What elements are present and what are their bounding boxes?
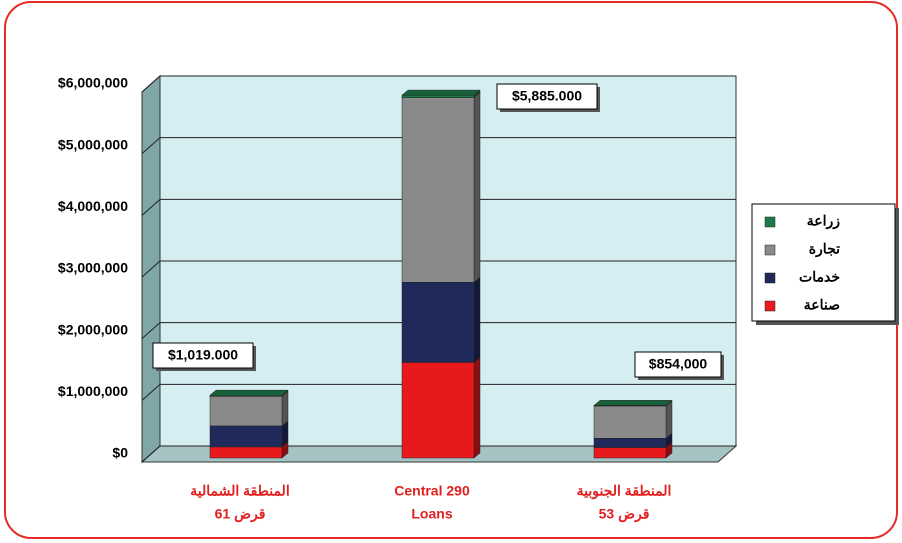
legend-swatch: [764, 300, 776, 312]
bar-side: [473, 276, 481, 363]
bar-top: [209, 389, 289, 396]
y-tick-label: $2,000,000: [58, 321, 128, 337]
y-tick-label: $6,000,000: [58, 75, 128, 91]
total-label: $5,885.000: [512, 88, 582, 104]
total-label-box: [634, 351, 722, 378]
legend-label: تجارة: [809, 241, 840, 258]
bar-segment: [593, 438, 667, 448]
grid-line: [141, 445, 736, 463]
y-tick-label: $5,000,000: [58, 136, 128, 152]
total-label: $854,000: [649, 356, 708, 372]
y-tick-label: $4,000,000: [58, 198, 128, 214]
grid-line: [141, 75, 736, 93]
legend-swatch: [764, 272, 776, 284]
legend: [751, 203, 896, 322]
bar-segment: [209, 446, 283, 459]
bar-segment: [401, 282, 475, 363]
x-tick-label: المنطقة الجنوبية: [577, 483, 672, 500]
bar-segment: [209, 396, 283, 427]
grid-line: [141, 198, 736, 216]
grid-line: [141, 137, 736, 155]
x-tick-label: المنطقة الشمالية: [190, 483, 289, 499]
bar-top: [593, 400, 673, 406]
bar-top: [401, 89, 481, 96]
total-label: $1,019.000: [168, 347, 238, 363]
total-label-box: [496, 83, 598, 110]
bar-segment: [593, 447, 667, 459]
grid-line: [141, 322, 736, 340]
x-tick-label: 53 قرض: [599, 506, 650, 523]
total-label-box: [152, 342, 254, 369]
bar-side: [473, 92, 481, 283]
legend-swatch: [764, 216, 776, 228]
grid-line: [141, 260, 736, 278]
bar-side: [665, 400, 673, 439]
grid-line: [141, 383, 736, 401]
legend-label: خدمات: [799, 269, 840, 285]
bar-side: [281, 390, 289, 427]
y-tick-label: $1,000,000: [58, 383, 128, 399]
bar-segment: [593, 405, 667, 439]
legend-swatch: [764, 244, 776, 256]
legend-label: صناعة: [804, 297, 840, 313]
y-tick-label: $3,000,000: [58, 260, 128, 276]
bar-side: [473, 356, 481, 459]
x-tick-label: Central 290: [394, 483, 470, 499]
x-tick-label: 61 قرض: [215, 506, 266, 523]
bar-segment: [401, 97, 475, 283]
bar-segment: [401, 94, 475, 98]
y-tick-label: $0: [112, 445, 128, 461]
x-tick-label: Loans: [411, 506, 452, 522]
bar-segment: [401, 362, 475, 459]
legend-label: زراعة: [807, 213, 841, 230]
bar-segment: [209, 425, 283, 448]
